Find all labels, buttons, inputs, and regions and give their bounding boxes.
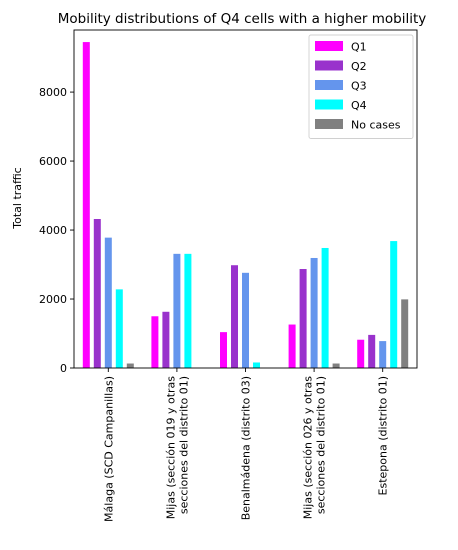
y-tick-label: 4000 xyxy=(39,224,67,237)
x-tick-label: Mijas (sección 019 y otrassecciones del … xyxy=(164,376,190,520)
bar xyxy=(288,324,296,368)
y-tick-label: 8000 xyxy=(39,86,67,99)
bar xyxy=(332,363,340,368)
bar xyxy=(321,247,329,368)
bar xyxy=(126,363,134,368)
y-tick-label: 6000 xyxy=(39,155,67,168)
y-tick-label: 0 xyxy=(60,362,67,375)
legend-swatch xyxy=(315,80,343,90)
legend-swatch xyxy=(315,60,343,71)
bar xyxy=(401,299,409,368)
bar xyxy=(151,316,159,368)
chart-title: Mobility distributions of Q4 cells with … xyxy=(58,11,427,27)
bar xyxy=(173,253,181,368)
bar xyxy=(162,311,170,368)
bar xyxy=(390,241,398,368)
bar xyxy=(115,289,123,368)
legend-label: Q1 xyxy=(351,41,367,54)
bar xyxy=(310,257,318,368)
bar xyxy=(379,341,387,368)
bar xyxy=(104,237,112,368)
legend-label: Q2 xyxy=(351,60,367,73)
legend-swatch xyxy=(315,119,343,129)
bar xyxy=(242,272,249,368)
x-tick-label: Benalmádena (distrito 03) xyxy=(240,376,253,520)
legend-label: Q4 xyxy=(351,99,367,112)
bar xyxy=(184,253,192,368)
bar xyxy=(220,332,227,368)
x-tick-label: Málaga (SCD Campanillas) xyxy=(102,376,115,522)
y-axis-label: Total traffic xyxy=(11,167,24,229)
bar xyxy=(93,219,101,368)
plot-area: 0 2000 4000 6000 8000 Málaga (SCD Campanillas… xyxy=(39,29,418,522)
legend: Q1 Q2 Q3 Q4 No cases xyxy=(308,34,414,139)
legend-swatch xyxy=(315,99,343,110)
y-tick-label: 2000 xyxy=(39,293,67,306)
bar xyxy=(368,334,376,368)
legend-swatch xyxy=(315,41,343,51)
x-tick-label: Mijas (sección 026 y otrassecciones del … xyxy=(302,376,328,520)
bar xyxy=(82,42,90,368)
legend-label: Q3 xyxy=(351,80,367,93)
legend-label: No cases xyxy=(351,119,401,132)
bar xyxy=(299,269,307,368)
bar xyxy=(253,362,260,368)
x-tick-label: Estepona (distrito 01) xyxy=(377,376,390,495)
bar xyxy=(231,265,238,368)
bar xyxy=(357,339,365,368)
